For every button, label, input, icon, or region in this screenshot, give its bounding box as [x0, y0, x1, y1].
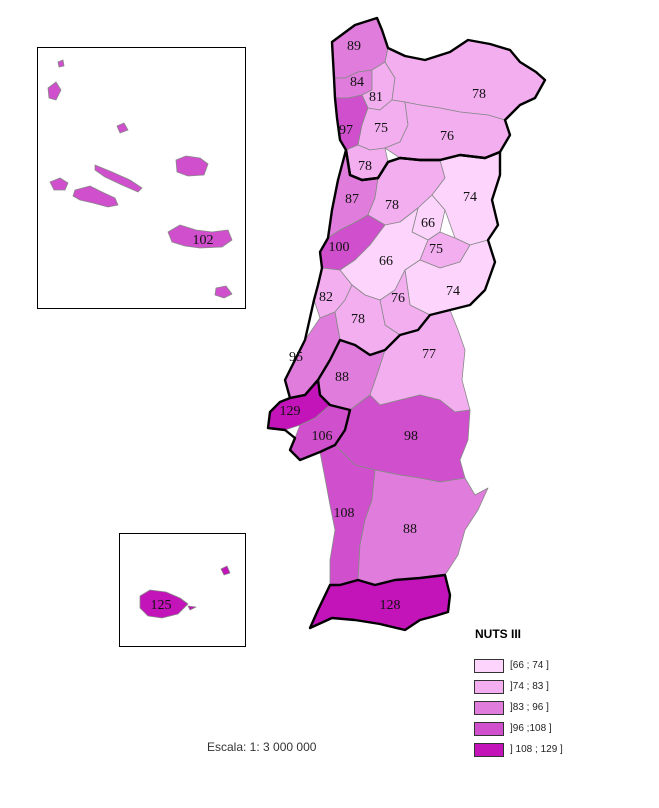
legend-title: NUTS III: [475, 627, 522, 641]
region-value-label: 97: [339, 123, 353, 138]
region-value-label: 95: [289, 350, 303, 365]
legend-item: ]96 ;108 ]: [474, 720, 563, 737]
region-value-label: 78: [385, 198, 399, 213]
region-value-label: 74: [446, 284, 460, 299]
region-value-label: 78: [351, 312, 365, 327]
legend-label: ]83 ; 96 ]: [510, 702, 549, 713]
region-value-label: 66: [421, 216, 435, 231]
region-value-label: 78: [472, 87, 486, 102]
region-value-label: 129: [280, 404, 301, 419]
azores-inset-frame: [37, 47, 246, 309]
legend-item: ]74 ; 83 ]: [474, 678, 563, 695]
legend-swatch: [474, 658, 504, 673]
legend-swatch: [474, 721, 504, 736]
legend-swatch: [474, 742, 504, 757]
region-value-label: 128: [380, 598, 401, 613]
region-labels: 89 84 81 78 97 75 76 78 87 78 66 74 100 66 75 74 82 76 78 9…: [151, 39, 487, 613]
region-value-label: 76: [440, 129, 454, 144]
region-value-label: 81: [369, 90, 383, 105]
region-acores[interactable]: [47, 59, 233, 299]
legend-label: ]96 ;108 ]: [510, 723, 552, 734]
region-value-label: 100: [329, 240, 350, 255]
region-value-label: 66: [379, 254, 393, 269]
region-value-label: 75: [429, 242, 443, 257]
region-value-label: 82: [319, 290, 333, 305]
legend-swatch: [474, 679, 504, 694]
region-value-label: 78: [358, 159, 372, 174]
region-value-label: 88: [335, 370, 349, 385]
madeira-inset-frame: [119, 533, 246, 647]
region-value-label: 87: [345, 192, 359, 207]
legend-item: ]83 ; 96 ]: [474, 699, 563, 716]
legend-swatch: [474, 700, 504, 715]
nuts2-boundaries: [266, 16, 547, 632]
legend-label: ] 108 ; 129 ]: [510, 744, 563, 755]
legend: [66 ; 74 ] ]74 ; 83 ] ]83 ; 96 ] ]96 ;108 ]…: [474, 657, 563, 762]
region-value-label: 106: [312, 429, 333, 444]
region-value-label: 84: [350, 75, 364, 90]
legend-label: [66 ; 74 ]: [510, 660, 549, 671]
region-value-label: 108: [334, 506, 355, 521]
legend-label: ]74 ; 83 ]: [510, 681, 549, 692]
region-value-label: 125: [151, 598, 172, 613]
region-value-label: 76: [391, 291, 405, 306]
legend-item: ] 108 ; 129 ]: [474, 741, 563, 758]
region-madeira[interactable]: [139, 565, 231, 619]
scale-text: Escala: 1: 3 000 000: [207, 740, 317, 754]
region-value-label: 75: [374, 121, 388, 136]
region-value-label: 88: [403, 522, 417, 537]
region-value-label: 98: [404, 429, 418, 444]
region-value-label: 102: [193, 233, 214, 248]
region-value-label: 74: [463, 190, 477, 205]
region-baixo-alentejo[interactable]: [357, 469, 489, 586]
region-value-label: 89: [347, 39, 361, 54]
region-value-label: 77: [422, 347, 436, 362]
legend-item: [66 ; 74 ]: [474, 657, 563, 674]
